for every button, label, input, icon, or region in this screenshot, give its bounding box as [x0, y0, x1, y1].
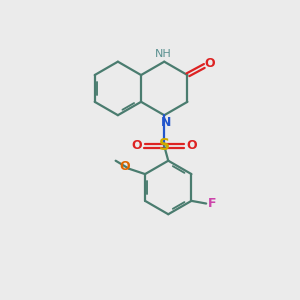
Text: N: N — [160, 116, 171, 129]
Text: F: F — [208, 197, 216, 210]
Text: S: S — [159, 139, 170, 154]
Text: O: O — [187, 140, 197, 152]
Text: O: O — [120, 160, 130, 172]
Text: O: O — [204, 57, 215, 70]
Text: NH: NH — [154, 49, 171, 59]
Text: O: O — [131, 140, 142, 152]
